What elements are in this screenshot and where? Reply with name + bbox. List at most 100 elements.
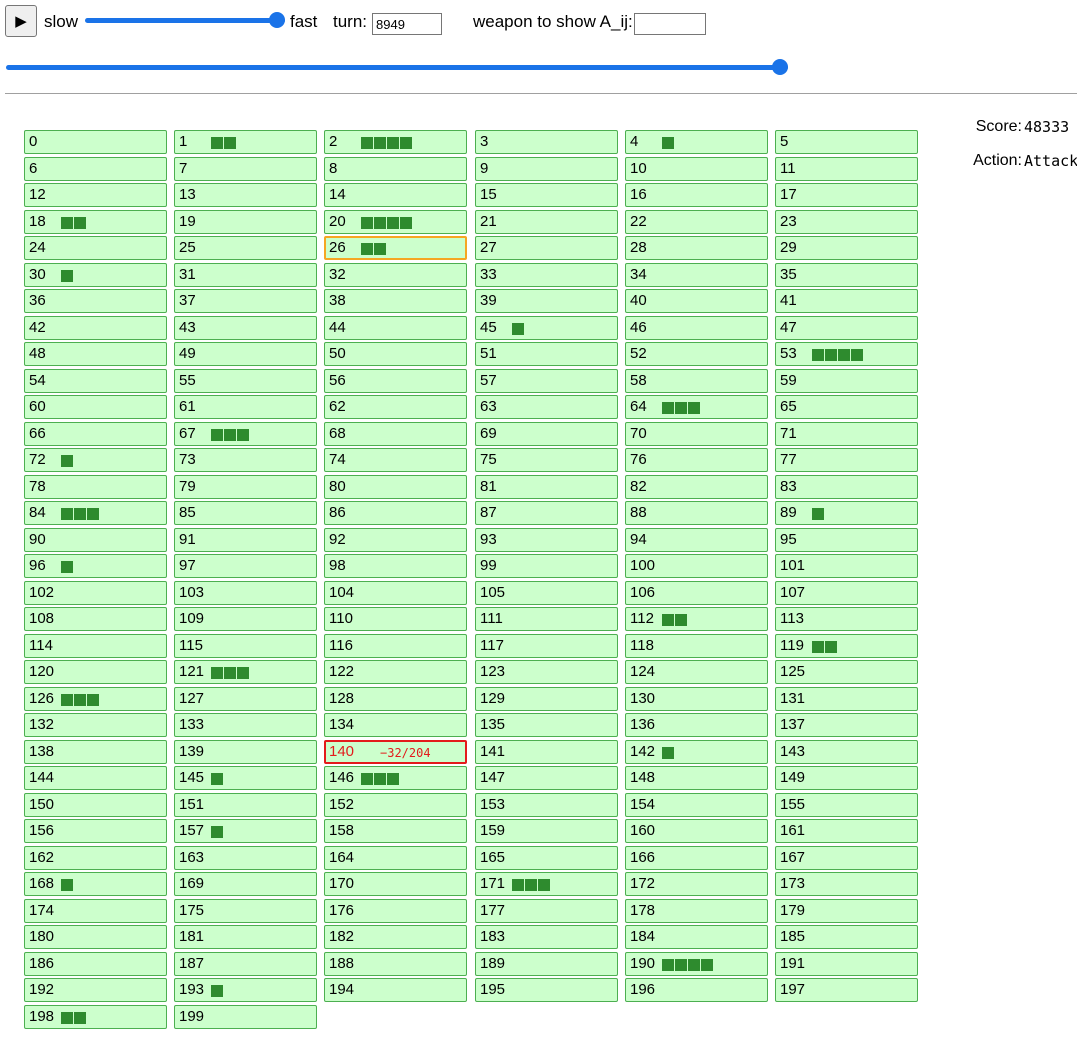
grid-cell[interactable]: 191 [775, 952, 918, 976]
grid-cell[interactable]: 83 [775, 475, 918, 499]
grid-cell[interactable]: 180 [24, 925, 167, 949]
grid-cell[interactable]: 148 [625, 766, 768, 790]
grid-cell[interactable]: 18 [24, 210, 167, 234]
grid-cell[interactable]: 150 [24, 793, 167, 817]
grid-cell[interactable]: 86 [324, 501, 467, 525]
grid-cell[interactable]: 31 [174, 263, 317, 287]
grid-cell[interactable]: 41 [775, 289, 918, 313]
grid-cell[interactable]: 138 [24, 740, 167, 764]
grid-cell[interactable]: 172 [625, 872, 768, 896]
grid-cell[interactable]: 198 [24, 1005, 167, 1029]
grid-cell[interactable]: 169 [174, 872, 317, 896]
grid-cell[interactable]: 84 [24, 501, 167, 525]
grid-cell[interactable]: 159 [475, 819, 618, 843]
grid-cell[interactable]: 149 [775, 766, 918, 790]
grid-cell[interactable]: 43 [174, 316, 317, 340]
grid-cell[interactable]: 70 [625, 422, 768, 446]
grid-cell[interactable]: 57 [475, 369, 618, 393]
grid-cell[interactable]: 111 [475, 607, 618, 631]
grid-cell[interactable]: 55 [174, 369, 317, 393]
grid-cell[interactable]: 98 [324, 554, 467, 578]
grid-cell[interactable]: 122 [324, 660, 467, 684]
grid-cell[interactable]: 137 [775, 713, 918, 737]
grid-cell[interactable]: 7 [174, 157, 317, 181]
grid-cell[interactable]: 163 [174, 846, 317, 870]
grid-cell[interactable]: 6 [24, 157, 167, 181]
grid-cell[interactable]: 89 [775, 501, 918, 525]
grid-cell[interactable]: 113 [775, 607, 918, 631]
grid-cell[interactable]: 129 [475, 687, 618, 711]
grid-cell[interactable]: 13 [174, 183, 317, 207]
grid-cell[interactable]: 110 [324, 607, 467, 631]
grid-cell[interactable]: 118 [625, 634, 768, 658]
grid-cell[interactable]: 179 [775, 899, 918, 923]
grid-cell[interactable]: 145 [174, 766, 317, 790]
grid-cell[interactable]: 8 [324, 157, 467, 181]
grid-cell[interactable]: 162 [24, 846, 167, 870]
grid-cell[interactable]: 90 [24, 528, 167, 552]
grid-cell[interactable]: 102 [24, 581, 167, 605]
grid-cell[interactable]: 175 [174, 899, 317, 923]
grid-cell[interactable]: 60 [24, 395, 167, 419]
turn-slider-thumb[interactable] [772, 59, 788, 75]
grid-cell[interactable]: 147 [475, 766, 618, 790]
grid-cell[interactable]: 35 [775, 263, 918, 287]
grid-cell[interactable]: 126 [24, 687, 167, 711]
grid-cell[interactable]: 196 [625, 978, 768, 1002]
weapon-input[interactable] [634, 13, 706, 35]
grid-cell[interactable]: 116 [324, 634, 467, 658]
grid-cell[interactable]: 39 [475, 289, 618, 313]
grid-cell[interactable]: 183 [475, 925, 618, 949]
grid-cell[interactable]: 69 [475, 422, 618, 446]
grid-cell[interactable]: 136 [625, 713, 768, 737]
grid-cell[interactable]: 26 [324, 236, 467, 260]
grid-cell[interactable]: 174 [24, 899, 167, 923]
grid-cell[interactable]: 186 [24, 952, 167, 976]
grid-cell[interactable]: 190 [625, 952, 768, 976]
grid-cell[interactable]: 15 [475, 183, 618, 207]
grid-cell[interactable]: 93 [475, 528, 618, 552]
grid-cell[interactable]: 20 [324, 210, 467, 234]
grid-cell[interactable]: 123 [475, 660, 618, 684]
grid-cell[interactable]: 99 [475, 554, 618, 578]
grid-cell[interactable]: 167 [775, 846, 918, 870]
grid-cell[interactable]: 78 [24, 475, 167, 499]
grid-cell[interactable]: 87 [475, 501, 618, 525]
grid-cell[interactable]: 142 [625, 740, 768, 764]
grid-cell[interactable]: 12 [24, 183, 167, 207]
grid-cell[interactable]: 45 [475, 316, 618, 340]
grid-cell[interactable]: 80 [324, 475, 467, 499]
grid-cell[interactable]: 53 [775, 342, 918, 366]
grid-cell[interactable]: 22 [625, 210, 768, 234]
grid-cell[interactable]: 59 [775, 369, 918, 393]
grid-cell[interactable]: 132 [24, 713, 167, 737]
grid-cell[interactable]: 117 [475, 634, 618, 658]
grid-cell[interactable]: 11 [775, 157, 918, 181]
grid-cell[interactable]: 23 [775, 210, 918, 234]
grid-cell[interactable]: 96 [24, 554, 167, 578]
grid-cell[interactable]: 24 [24, 236, 167, 260]
grid-cell[interactable]: 44 [324, 316, 467, 340]
grid-cell[interactable]: 185 [775, 925, 918, 949]
grid-cell[interactable]: 131 [775, 687, 918, 711]
grid-cell[interactable]: 95 [775, 528, 918, 552]
grid-cell[interactable]: 146 [324, 766, 467, 790]
grid-cell[interactable]: 27 [475, 236, 618, 260]
grid-cell[interactable]: 92 [324, 528, 467, 552]
grid-cell[interactable]: 71 [775, 422, 918, 446]
grid-cell[interactable]: 182 [324, 925, 467, 949]
grid-cell[interactable]: 171 [475, 872, 618, 896]
grid-cell[interactable]: 77 [775, 448, 918, 472]
grid-cell[interactable]: 3 [475, 130, 618, 154]
grid-cell[interactable]: 19 [174, 210, 317, 234]
grid-cell[interactable]: 85 [174, 501, 317, 525]
grid-cell[interactable]: 46 [625, 316, 768, 340]
grid-cell[interactable]: 68 [324, 422, 467, 446]
grid-cell[interactable]: 115 [174, 634, 317, 658]
grid-cell[interactable]: 173 [775, 872, 918, 896]
grid-cell[interactable]: 197 [775, 978, 918, 1002]
grid-cell[interactable]: 94 [625, 528, 768, 552]
grid-cell[interactable]: 36 [24, 289, 167, 313]
grid-cell[interactable]: 143 [775, 740, 918, 764]
grid-cell[interactable]: 103 [174, 581, 317, 605]
